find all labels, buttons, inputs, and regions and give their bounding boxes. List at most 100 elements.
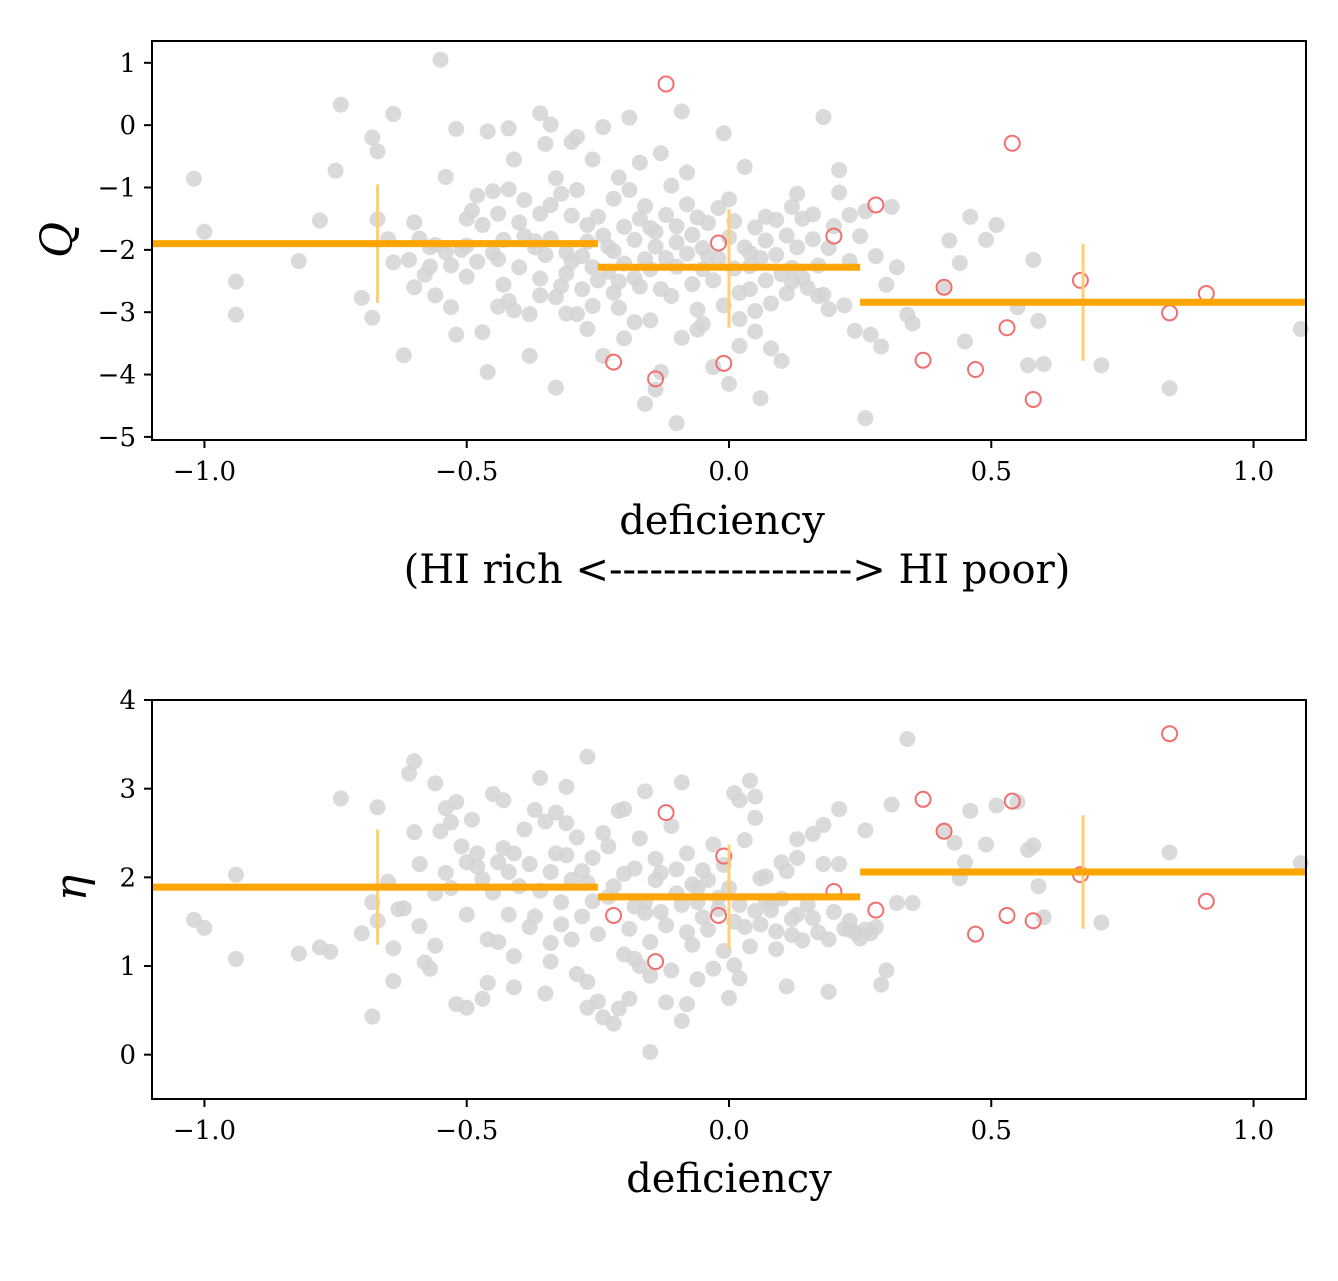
q-data-point [484,183,501,200]
eta-data-point [731,792,748,809]
q-data-point [479,364,496,381]
q-data-point [794,210,811,227]
eta-data-point [411,918,428,935]
q-data-point [605,243,622,260]
eta-panel: −1.0 −0.5 0.0 0.5 1.0 4 3 2 1 0 deficiency η [46,686,1309,1202]
eta-data-point [505,845,522,862]
q-x-tick-label: 1.0 [1233,457,1274,487]
eta-y-tick-label: 3 [119,775,136,805]
q-data-point [542,116,559,133]
q-data-point [479,123,496,140]
eta-data-point [673,1012,690,1029]
eta-data-point [631,830,648,847]
eta-data-point [831,856,848,873]
eta-data-point [689,971,706,988]
eta-data-point [731,970,748,987]
eta-data-point [1161,844,1178,861]
q-data-point [736,158,753,175]
eta-data-point [652,864,669,881]
eta-y-tick-label: 4 [119,686,136,716]
q-data-point [810,287,827,304]
eta-data-point [689,879,706,896]
eta-data-point [684,936,701,953]
eta-data-point [526,908,543,925]
eta-data-point [642,934,659,951]
eta-data-point [873,976,890,993]
q-data-point [521,347,538,364]
q-data-point [663,287,680,304]
q-highlight-point [1024,390,1042,408]
q-highlight-point [715,354,733,372]
eta-data-point [962,802,979,819]
q-data-point [762,295,779,312]
eta-highlight-point [710,906,728,924]
eta-data-point [353,925,370,942]
q-data-point [589,272,606,289]
q-highlight-point [998,319,1016,337]
eta-data-point [1035,909,1052,926]
eta-data-point [663,817,680,834]
eta-data-point [364,1008,381,1025]
q-data-point [1292,321,1309,338]
q-data-point [437,168,454,185]
q-data-point [406,214,423,231]
q-data-point [1019,357,1036,374]
eta-data-point [574,908,591,925]
q-data-point [474,324,491,341]
q-data-point [668,415,685,432]
eta-data-point [505,979,522,996]
q-data-point [490,251,507,268]
eta-data-point [553,916,570,933]
q-data-point [846,322,863,339]
eta-data-point [815,856,832,873]
eta-y-tick-label: 0 [119,1041,136,1071]
q-data-point [752,390,769,407]
q-data-point [395,347,412,364]
q-data-point [637,198,654,215]
eta-data-point [642,967,659,984]
q-data-point [888,259,905,276]
q-y-tick-label: 1 [119,49,136,79]
q-data-point [747,302,764,319]
q-data-point [988,216,1005,233]
q-highlight-point [1071,271,1089,289]
q-data-point [227,273,244,290]
q-data-point [741,244,758,261]
eta-bin-medians [152,868,1306,901]
eta-data-point [448,996,465,1013]
eta-highlight-point [1024,912,1042,930]
q-data-point [762,340,779,357]
q-data-point [196,223,213,240]
q-data-point [521,306,538,323]
q-data-point [500,181,517,198]
eta-data-point [804,910,821,927]
eta-data-point [196,919,213,936]
q-data-point [495,276,512,293]
eta-data-point [432,823,449,840]
q-data-point [442,299,459,316]
eta-data-point [679,924,696,941]
q-data-point [432,51,449,68]
eta-y-tick-label: 2 [119,863,136,893]
eta-data-point [726,957,743,974]
eta-data-point [736,832,753,849]
q-panel: −1.0 −0.5 0.0 0.5 1.0 1 0 −1 −2 −3 −4 −5 deficiency… [32,40,1309,593]
eta-data-point [427,775,444,792]
q-data-point [621,182,638,199]
q-data-point [652,145,669,162]
q-data-point [458,268,475,285]
eta-data-point [642,1044,659,1061]
q-data-point [332,96,349,113]
q-data-point [652,364,669,381]
q-data-point [463,202,480,219]
q-data-point [511,259,528,276]
q-data-point [595,119,612,136]
q-data-point [700,215,717,232]
eta-data-point [700,921,717,938]
eta-highlight-point [867,901,885,919]
eta-data-point [463,811,480,828]
eta-data-point [401,765,418,782]
q-data-point [1035,355,1052,372]
